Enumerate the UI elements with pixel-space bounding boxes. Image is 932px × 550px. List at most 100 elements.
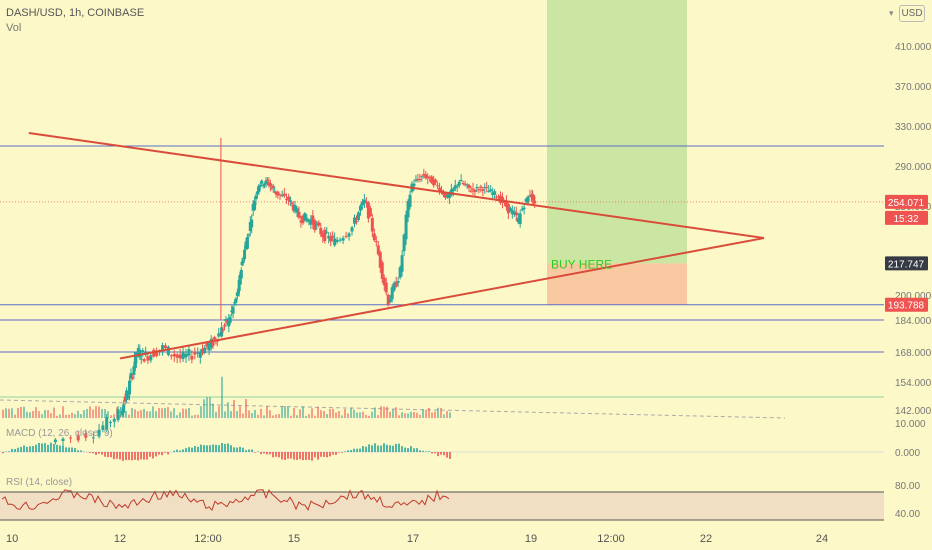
- volume-bar: [416, 412, 418, 418]
- macd-bar: [17, 447, 19, 452]
- macd-bar: [110, 452, 112, 458]
- macd-bar: [128, 452, 130, 460]
- volume-bar: [32, 410, 34, 418]
- currency-button[interactable]: USD: [899, 5, 925, 22]
- upper-trendline[interactable]: [28, 132, 765, 240]
- candle-body: [491, 192, 495, 195]
- macd-bar: [302, 452, 304, 461]
- volume-bar: [257, 414, 259, 418]
- candle-body: [483, 187, 487, 189]
- candle-body: [280, 195, 284, 197]
- macd-bar: [437, 452, 439, 457]
- volume-bar: [347, 413, 349, 418]
- candle-body: [327, 235, 331, 239]
- macd-bar: [365, 446, 367, 452]
- lower-trendline[interactable]: [119, 237, 765, 360]
- volume-bar: [143, 408, 145, 418]
- macd-bar: [383, 443, 385, 452]
- volume-bar: [323, 411, 325, 418]
- macd-bar: [311, 452, 313, 461]
- candle-body: [265, 179, 269, 181]
- volume-bar: [29, 412, 31, 418]
- macd-bar: [239, 446, 241, 452]
- volume-bar: [194, 414, 196, 418]
- volume-bar: [281, 406, 283, 418]
- macd-bar: [53, 443, 55, 452]
- candle-body: [228, 317, 232, 323]
- candle-body: [76, 435, 80, 441]
- macd-bar: [389, 445, 391, 452]
- macd-bar: [77, 450, 79, 452]
- volume-bar: [83, 410, 85, 418]
- macd-bar: [137, 452, 139, 461]
- candle-body: [261, 185, 265, 187]
- price-tick-label: 154.000: [895, 378, 932, 389]
- macd-bar: [344, 451, 346, 452]
- candle-body: [440, 190, 444, 192]
- macd-bar: [215, 444, 217, 452]
- rsi-panel: [0, 489, 884, 521]
- macd-bar: [248, 449, 250, 452]
- time-tick-label: 12: [114, 533, 126, 545]
- macd-bar: [392, 445, 394, 452]
- price-tick-label: 410.000: [895, 42, 932, 53]
- volume-bar: [14, 414, 16, 418]
- volume-bar: [224, 411, 226, 418]
- macd-bar: [134, 452, 136, 460]
- volume-bar: [44, 410, 46, 418]
- candle-body: [116, 409, 120, 421]
- price-tag-stop: [885, 297, 928, 312]
- candle-body: [321, 233, 325, 238]
- macd-bar: [251, 449, 253, 452]
- candle-body: [350, 227, 354, 232]
- candle-body: [166, 346, 170, 355]
- candle-body: [84, 433, 88, 438]
- candle-body: [133, 352, 137, 368]
- time-tick-label: 17: [407, 533, 419, 545]
- macd-bar: [335, 452, 337, 455]
- chevron-down-icon[interactable]: ▾: [889, 8, 894, 18]
- time-axis[interactable]: 10 12 12:00 15 17 19 12:00 22 24: [6, 533, 828, 545]
- volume-bar: [218, 406, 220, 418]
- macd-bar: [104, 452, 106, 457]
- macd-bar: [410, 446, 412, 452]
- profit-target-zone[interactable]: [547, 0, 687, 264]
- candle-body: [217, 333, 221, 337]
- macd-bar: [350, 450, 352, 452]
- candle-body: [459, 180, 463, 182]
- volume-bar: [443, 414, 445, 418]
- volume-bar: [86, 408, 88, 418]
- buy-here-annotation[interactable]: BUY HERE: [551, 257, 612, 271]
- macd-bar: [182, 449, 184, 452]
- macd-bar: [179, 450, 181, 452]
- candle-body: [241, 260, 245, 264]
- macd-bar: [287, 452, 289, 459]
- macd-bar: [2, 452, 4, 454]
- candle-body: [299, 220, 303, 223]
- candle-body: [506, 203, 510, 214]
- volume-bar: [8, 408, 10, 418]
- volume-bar: [191, 415, 193, 418]
- macd-bar: [422, 450, 424, 452]
- macd-bar: [176, 449, 178, 452]
- macd-bar: [353, 448, 355, 452]
- macd-bar: [359, 448, 361, 452]
- candle-body: [91, 437, 95, 439]
- macd-bar: [260, 452, 262, 455]
- volume-bar: [98, 406, 100, 418]
- price-tag-label: 15:32: [893, 214, 918, 225]
- candle-body: [443, 192, 447, 198]
- candle-body: [360, 201, 364, 206]
- volume-bar: [101, 408, 103, 418]
- price-tag-label: 254.071: [888, 198, 925, 209]
- candle-body: [317, 222, 321, 226]
- volume-bar: [344, 408, 346, 418]
- volume-bar: [263, 415, 265, 418]
- volume-bar: [422, 409, 424, 418]
- time-tick-label: 10: [6, 533, 18, 545]
- volume-bar: [137, 411, 139, 418]
- stop-loss-zone[interactable]: [547, 263, 687, 305]
- volume-bar: [5, 408, 7, 418]
